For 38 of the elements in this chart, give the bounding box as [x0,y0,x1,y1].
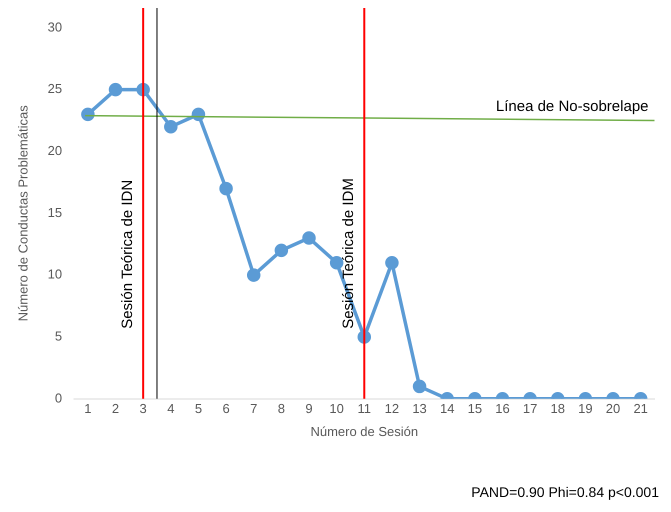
point [108,82,122,96]
x-tick-label: 3 [140,401,147,416]
y-tick-label: 25 [48,81,62,96]
y-tick-label: 5 [54,328,62,344]
x-tick-label: 18 [550,401,565,416]
x-tick-label: 11 [358,401,372,416]
x-tick-label: 12 [384,401,400,416]
y-tick-label: 20 [48,143,62,158]
point [302,231,316,245]
y-tick-label: 30 [48,19,62,34]
x-tick-label: 21 [633,401,648,416]
x-tick-label: 16 [495,401,510,416]
x-tick-label: 13 [412,401,427,416]
x-tick-label: 17 [522,401,538,416]
x-tick-label: 2 [112,401,120,416]
point [219,182,233,196]
x-tick-label: 19 [578,401,593,416]
y-tick-label: 10 [48,266,62,282]
x-tick-label: 15 [468,401,482,416]
x-tick-label: 14 [440,401,454,416]
point [164,120,178,134]
y-axis-title: Número de Conductas Problemáticas [15,104,30,322]
x-tick-label: 8 [278,401,285,416]
series-label: Línea de No-sobrelape [496,98,648,116]
x-tick-label: 7 [250,401,258,416]
x-tick-label: 9 [305,401,313,416]
y-tick-label: 0 [54,390,62,406]
x-tick-label: 20 [606,401,620,416]
x-tick-label: 5 [194,401,202,416]
ref-line-label: Sesión Teórica de IDN [118,180,136,329]
x-tick-label: 1 [84,401,92,416]
x-tick-label: 4 [167,401,174,416]
y-tick-label: 15 [48,204,62,220]
ref-line-label: Sesión Teórica de IDM [340,178,357,329]
x-axis-title: Número de Sesión [310,424,418,439]
x-tick-label: 6 [222,401,230,416]
text: PAND=0.90 Phi=0.84 p<0.001 [471,484,660,500]
x-tick-label: 10 [329,401,344,416]
